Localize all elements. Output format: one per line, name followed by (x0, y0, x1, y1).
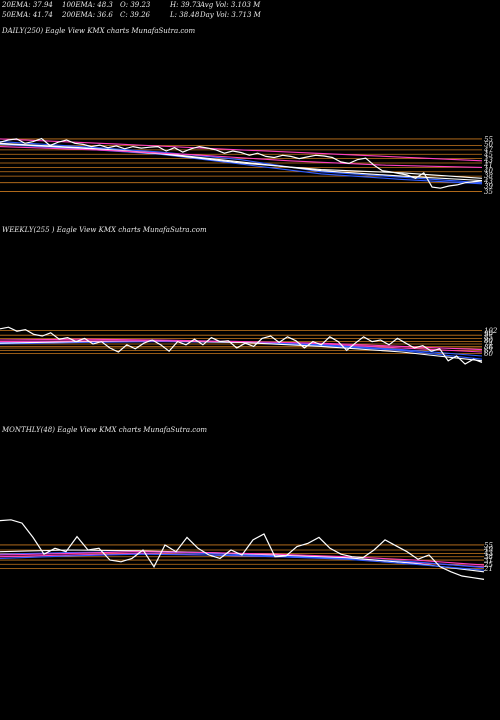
monthly-tick-label: 43 (483, 549, 493, 557)
daily-ema-line (0, 143, 483, 179)
header-high: H: 39.73 (170, 1, 201, 9)
monthly-ema-line (0, 553, 485, 571)
header-day-vol: Day Vol: 3.713 M (200, 11, 261, 19)
daily-ema-line (0, 141, 483, 184)
monthly-tick-label: 55 (484, 541, 493, 549)
daily-tick-label: 43 (483, 177, 493, 185)
monthly-tick-label: 49 (483, 545, 493, 553)
weekly-tick-label: 60 (484, 350, 493, 358)
header-50ema: 50EMA: 41.74 (2, 11, 53, 19)
header-200ema: 200EMA: 36.6 (62, 11, 113, 19)
weekly-price-line (0, 326, 483, 365)
monthly-price-line (0, 519, 485, 580)
header-low: L: 38.48 (170, 11, 200, 19)
daily-ema-line (0, 138, 483, 162)
daily-panel-label: DAILY(250) Eagle View KMX charts MunafaS… (2, 27, 196, 35)
monthly-tick-label: 31 (484, 557, 493, 565)
daily-tick-label: 43 (483, 156, 493, 164)
daily-tick-label: 55 (484, 135, 493, 143)
daily-price-line (0, 137, 483, 189)
weekly-panel-label: WEEKLY(255 ) Eagle View KMX charts Munaf… (2, 226, 207, 234)
monthly-panel-label: MONTHLY(48) Eagle View KMX charts Munafa… (2, 426, 208, 434)
daily-tick-label: 38 (484, 172, 493, 180)
monthly-tick-label: 38 (484, 553, 493, 561)
header-close: C: 39.26 (120, 11, 150, 19)
daily-tick-label: 41 (483, 162, 493, 170)
weekly-ema-line (0, 340, 483, 351)
header-20ema: 20EMA: 37.94 (2, 1, 53, 9)
weekly-tick-label: 74 (484, 340, 493, 348)
daily-tick-label: 50 (484, 141, 493, 149)
daily-ema-line (0, 146, 483, 168)
weekly-tick-label: 102 (484, 327, 498, 335)
header-open: O: 39.23 (120, 1, 151, 9)
monthly-ema-line (0, 551, 485, 566)
weekly-tick-label: 86 (484, 343, 493, 351)
weekly-ema-line (0, 340, 483, 362)
weekly-tick-label: 80 (484, 337, 493, 345)
header-100ema: 100EMA: 48.3 (62, 1, 113, 9)
daily-tick-label: 35 (484, 188, 493, 196)
weekly-tick-label: 90 (484, 330, 493, 338)
monthly-tick-label: 21 (483, 565, 493, 573)
weekly-tick-label: 67 (484, 347, 493, 355)
daily-tick-label: 47 (483, 146, 493, 154)
monthly-tick-label: 25 (483, 561, 493, 569)
header-avg-vol: Avg Vol: 3.103 M (200, 1, 261, 9)
daily-tick-label: 39 (484, 183, 493, 191)
daily-tick-label: 40 (483, 167, 493, 175)
daily-tick-label: 45 (483, 151, 493, 159)
weekly-tick-label: 85 (484, 334, 493, 342)
